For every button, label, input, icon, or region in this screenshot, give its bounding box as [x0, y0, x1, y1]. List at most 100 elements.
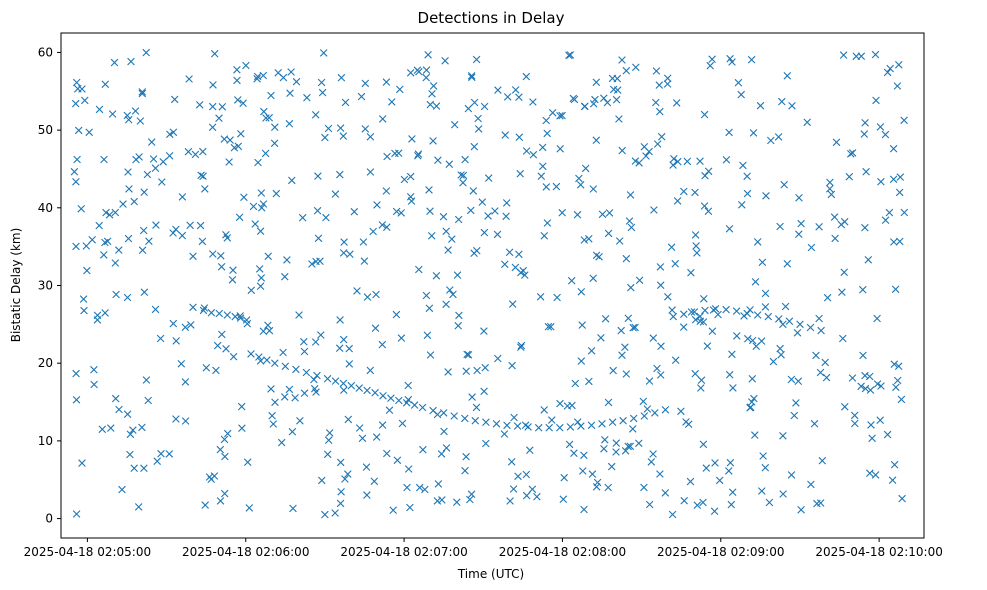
data-point: [177, 360, 186, 368]
data-point: [480, 327, 488, 335]
data-point: [579, 467, 587, 475]
data-point: [467, 206, 475, 215]
data-point: [663, 74, 672, 83]
data-point: [271, 398, 279, 407]
data-point: [363, 293, 372, 301]
data-point: [80, 306, 88, 315]
data-point: [577, 288, 586, 296]
data-point: [253, 75, 261, 83]
data-point: [652, 98, 660, 107]
data-point: [725, 467, 733, 475]
data-point: [427, 232, 436, 240]
data-point: [340, 386, 348, 394]
data-point: [439, 409, 448, 417]
data-point: [838, 288, 846, 296]
data-point: [228, 276, 237, 284]
data-point: [877, 177, 885, 186]
data-point: [728, 58, 736, 66]
data-point: [693, 249, 701, 257]
data-point: [83, 266, 91, 275]
data-point: [543, 129, 551, 138]
data-point: [600, 445, 608, 453]
data-point: [774, 133, 783, 141]
data-point: [748, 398, 756, 406]
data-point: [339, 335, 348, 344]
data-point: [831, 234, 839, 243]
data-point: [383, 152, 391, 161]
data-point: [331, 509, 339, 517]
data-point: [708, 327, 717, 335]
data-point: [410, 401, 419, 409]
data-point: [321, 133, 329, 142]
data-point: [881, 216, 890, 224]
data-point: [331, 377, 340, 385]
data-point: [577, 422, 585, 430]
data-point: [761, 463, 770, 472]
data-point: [72, 178, 80, 186]
data-point: [406, 172, 415, 181]
data-point: [893, 82, 902, 90]
data-point: [135, 153, 143, 161]
data-point: [260, 107, 268, 116]
data-point: [199, 172, 207, 180]
data-point: [223, 429, 232, 438]
data-point: [415, 265, 423, 274]
data-point: [752, 342, 760, 350]
data-point: [261, 149, 270, 158]
data-point: [111, 259, 120, 267]
data-point: [387, 394, 395, 402]
data-point: [422, 291, 431, 300]
data-point: [187, 321, 195, 329]
data-point: [371, 324, 380, 332]
data-point: [704, 207, 713, 216]
data-point: [722, 305, 730, 314]
data-point: [287, 68, 295, 76]
x-axis-label: Time (UTC): [457, 567, 524, 581]
data-point: [876, 123, 885, 131]
data-point: [629, 425, 637, 433]
data-point: [379, 392, 387, 400]
data-point: [580, 451, 588, 460]
data-point: [295, 311, 303, 319]
data-point: [881, 130, 890, 139]
data-point: [392, 310, 401, 319]
data-point: [785, 317, 794, 325]
data-point: [748, 375, 757, 383]
data-point: [152, 221, 160, 229]
data-point: [468, 73, 476, 82]
data-point: [396, 85, 404, 94]
data-point: [851, 419, 859, 428]
data-point: [269, 420, 278, 428]
data-point: [147, 138, 156, 146]
data-point: [172, 415, 180, 423]
data-point: [127, 57, 135, 66]
data-point: [247, 286, 256, 295]
data-point: [859, 351, 867, 360]
data-point: [118, 485, 126, 494]
data-point: [595, 253, 603, 261]
data-point: [453, 498, 461, 506]
data-point: [145, 237, 153, 245]
data-point: [629, 414, 638, 423]
data-point: [441, 57, 449, 65]
data-point: [478, 198, 487, 206]
data-point: [421, 485, 429, 494]
data-point: [653, 140, 662, 148]
x-axis-ticks: 2025-04-18 02:05:00 2025-04-18 02:06:00 20…: [24, 538, 943, 559]
data-point: [566, 423, 575, 431]
data-point: [668, 510, 677, 519]
data-point: [119, 200, 127, 208]
data-point: [823, 293, 832, 302]
data-point: [457, 171, 465, 179]
data-point: [669, 312, 678, 321]
data-point: [336, 316, 344, 324]
data-point: [703, 342, 712, 350]
data-point: [391, 149, 399, 158]
data-point: [815, 223, 823, 231]
y-tick-label: 10: [38, 434, 53, 448]
data-point: [788, 102, 796, 110]
data-point: [453, 271, 462, 279]
data-point: [891, 285, 900, 294]
data-point: [613, 74, 622, 83]
data-point: [454, 215, 463, 224]
